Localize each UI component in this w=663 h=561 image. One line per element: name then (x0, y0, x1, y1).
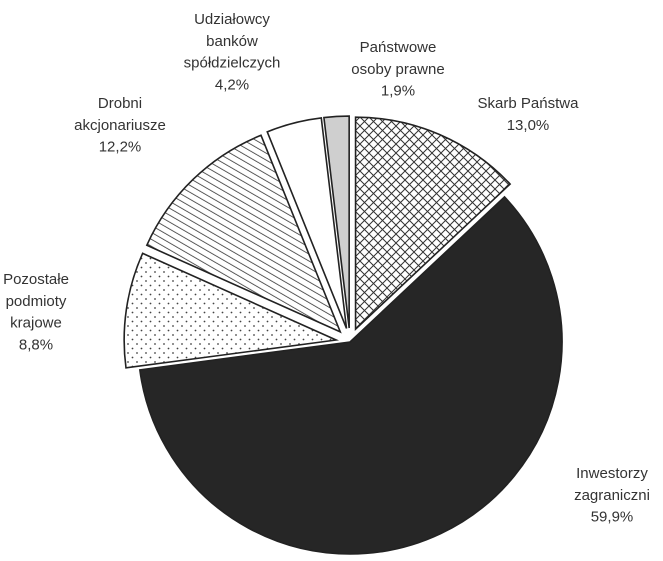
slice-name-line: Udziałowcy (194, 11, 270, 28)
slice-name-line: Państwowe (360, 39, 437, 56)
slice-name-line: podmioty (6, 293, 67, 310)
slice-name-line: Drobni (98, 95, 142, 112)
slice-label-udzialowcy-bankow: Udziałowcy banków spółdzielczych 4,2% (184, 11, 281, 93)
slice-label-panstwowe-osoby-prawne: Państwowe osoby prawne 1,9% (351, 39, 444, 100)
slice-name-line: osoby prawne (351, 61, 444, 78)
slice-name-line: Inwestorzy (576, 465, 648, 482)
slice-value-label: 1,9% (381, 83, 415, 100)
slice-name-line: zagraniczni (574, 487, 650, 504)
slice-label-skarb-panstwa: Skarb Państwa 13,0% (478, 95, 580, 134)
slice-value-label: 4,2% (215, 76, 249, 93)
slice-value-label: 13,0% (507, 117, 550, 134)
slice-label-drobni-akcjonariusze: Drobni akcjonariusze 12,2% (74, 95, 166, 156)
slice-name-line: banków (206, 33, 258, 50)
slice-name-line: Skarb Państwa (478, 95, 580, 112)
pie-slice-udzialowcy-bankow (266, 117, 348, 329)
slice-name-line: krajowe (10, 315, 62, 332)
pie-slice-skarb-panstwa (354, 116, 512, 331)
slice-value-label: 59,9% (591, 509, 634, 526)
slice-label-inwestorzy-zagraniczni: Inwestorzy zagraniczni 59,9% (574, 465, 650, 526)
slice-label-pozostale-podmioty-krajowe: Pozostałe podmioty krajowe 8,8% (3, 271, 69, 353)
slice-value-label: 8,8% (19, 336, 53, 353)
pie-slice-drobni-akcjonariusze (145, 134, 342, 334)
pie-slice-panstwowe-osoby-prawne (323, 115, 350, 329)
slice-name-line: spółdzielczych (184, 55, 281, 72)
slice-name-line: Pozostałe (3, 271, 69, 288)
pie-slice-pozostale-podmioty-krajowe (123, 252, 340, 369)
pie-slice-inwestorzy-zagraniczni (138, 195, 563, 555)
slice-name-line: akcjonariusze (74, 117, 166, 134)
slice-value-label: 12,2% (99, 139, 142, 156)
